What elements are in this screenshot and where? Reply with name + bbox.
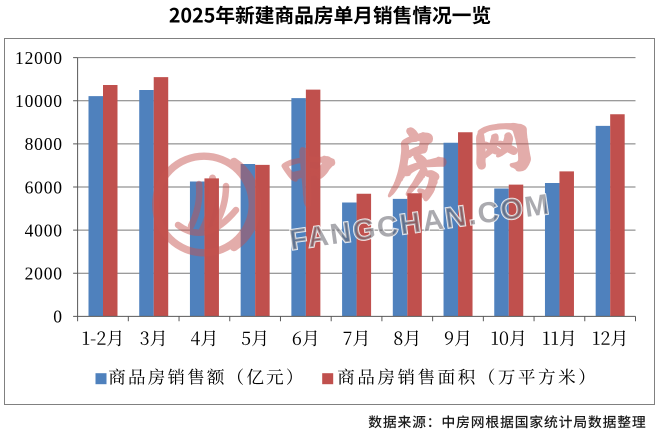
svg-text:8000: 8000	[25, 134, 63, 154]
svg-text:4000: 4000	[25, 220, 63, 240]
svg-text:0: 0	[53, 307, 63, 327]
svg-text:10000: 10000	[15, 91, 63, 111]
svg-text:12000: 12000	[15, 48, 63, 68]
svg-text:6000: 6000	[25, 177, 63, 197]
svg-text:2000: 2000	[25, 264, 63, 284]
